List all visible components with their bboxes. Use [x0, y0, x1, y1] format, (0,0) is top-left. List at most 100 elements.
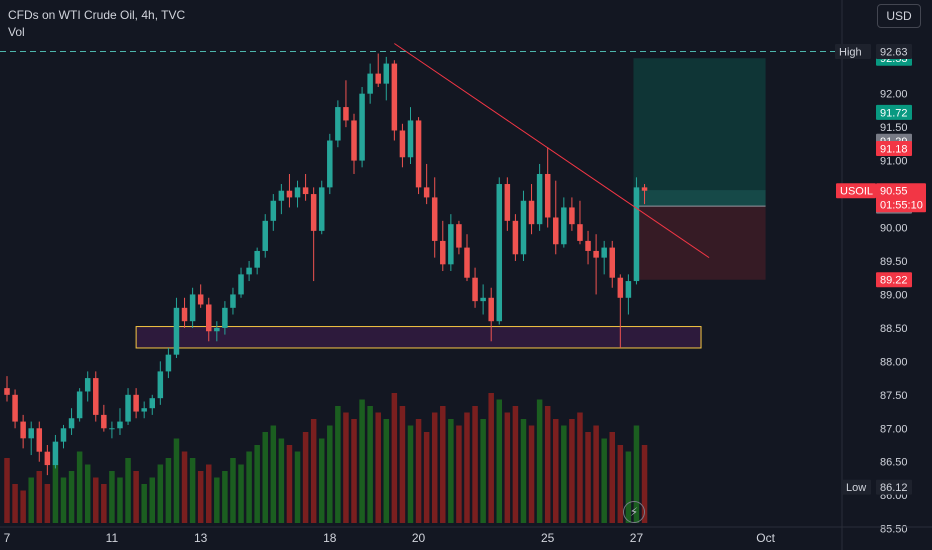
candle-body [310, 194, 317, 231]
price-tag-bg [876, 272, 912, 288]
volume-bar [448, 419, 454, 523]
volume-bar [585, 432, 591, 523]
candle-body [230, 294, 236, 308]
volume-bar [609, 432, 615, 523]
time-tick-label: Oct [756, 531, 775, 545]
descending-trendline[interactable] [394, 43, 710, 259]
candle-body [472, 277, 478, 302]
candle-body [44, 451, 51, 466]
time-tick-label: 25 [541, 531, 555, 545]
candle-body [431, 197, 438, 241]
volume-bar [504, 412, 511, 523]
candle-body [28, 428, 34, 439]
candle-body [335, 107, 341, 141]
candle-body [641, 187, 648, 191]
volume-bar [294, 451, 301, 523]
candle-body [561, 207, 567, 245]
candle-body [383, 63, 390, 84]
price-tag: 91.18 [880, 144, 908, 156]
volume-bar [254, 445, 260, 523]
candle-body [359, 93, 365, 161]
candle-body [327, 140, 333, 188]
low-price-tag-bg [876, 479, 912, 495]
volume-bar [472, 406, 478, 523]
volume-bar [335, 406, 341, 523]
candle-body [20, 421, 26, 439]
volume-bar [512, 406, 519, 523]
candle-body [109, 428, 115, 430]
volume-bar [60, 477, 67, 523]
long-position-tool[interactable] [633, 58, 766, 280]
volume-bar [206, 464, 212, 523]
price-tick-label: 87.50 [880, 390, 908, 402]
volume-bar [633, 425, 640, 523]
volume-bar [36, 471, 43, 523]
price-tick-label: 91.50 [880, 122, 908, 134]
low-price-tag-label-bg [842, 479, 871, 495]
profit-target-area[interactable] [633, 58, 766, 207]
candle-body [294, 187, 301, 198]
volume-bar [157, 464, 164, 523]
volume-bar [262, 432, 268, 523]
volume-bar [76, 451, 83, 523]
candle-body [189, 294, 196, 322]
candle-body [633, 187, 640, 282]
volume-bars [4, 393, 648, 523]
candle-body [536, 173, 543, 225]
volume-bar [431, 412, 438, 523]
candle-body [262, 220, 268, 251]
last-price-symbol-bg [836, 183, 876, 199]
volume-bar [528, 425, 535, 523]
volume-bar [553, 419, 559, 523]
candle-body [197, 294, 204, 305]
candle-body [93, 378, 99, 415]
stop-loss-area[interactable] [633, 206, 766, 280]
volume-bar [149, 477, 156, 523]
candle-body [415, 120, 422, 188]
candle-body [133, 394, 139, 412]
trendline[interactable] [394, 43, 710, 259]
candle-body [553, 217, 559, 245]
volume-bar [399, 406, 406, 523]
candle-body [270, 200, 277, 221]
volume-indicator-label[interactable]: Vol [8, 25, 25, 39]
volume-bar [407, 425, 414, 523]
currency-button[interactable]: USD [877, 4, 921, 28]
candle-body [76, 391, 83, 419]
candle-body [609, 247, 615, 278]
high-price-tag: 92.63 [880, 47, 908, 59]
volume-bar [391, 393, 398, 523]
low-price-tag-label: Low [846, 482, 866, 494]
volume-bar [327, 425, 333, 523]
time-axis[interactable]: 7 11 13 18 20 25 27 Oct [0, 526, 932, 545]
volume-bar [617, 445, 624, 523]
candle-body [117, 421, 123, 429]
high-price-tag-bg [876, 44, 912, 60]
price-tick-label: 87.00 [880, 423, 908, 435]
candle-body [456, 224, 462, 248]
volume-bar [423, 432, 430, 523]
volume-bar [536, 399, 543, 523]
volume-bar [480, 419, 486, 523]
support-zone-rect[interactable] [135, 326, 702, 349]
volume-bar [367, 406, 373, 523]
candle-body [254, 250, 260, 268]
price-tick-label: 85.50 [880, 524, 908, 536]
last-price-countdown: 01:55:10 [880, 200, 923, 212]
candle-body [504, 184, 511, 221]
volume-bar [117, 477, 123, 523]
price-tick-label: 92.00 [880, 89, 908, 101]
candle-body [480, 297, 486, 302]
lightning-icon[interactable]: ⚡ [623, 501, 645, 523]
volume-bar [520, 419, 527, 523]
candle-body [149, 398, 156, 409]
candle-body [391, 63, 398, 131]
volume-bar [456, 425, 462, 523]
support-zone[interactable] [135, 326, 702, 349]
price-tick-label: 90.00 [880, 223, 908, 235]
candle-body [214, 327, 220, 332]
low-price-tag: 86.12 [880, 482, 908, 494]
candle-body [141, 408, 147, 412]
volume-bar [238, 464, 244, 523]
